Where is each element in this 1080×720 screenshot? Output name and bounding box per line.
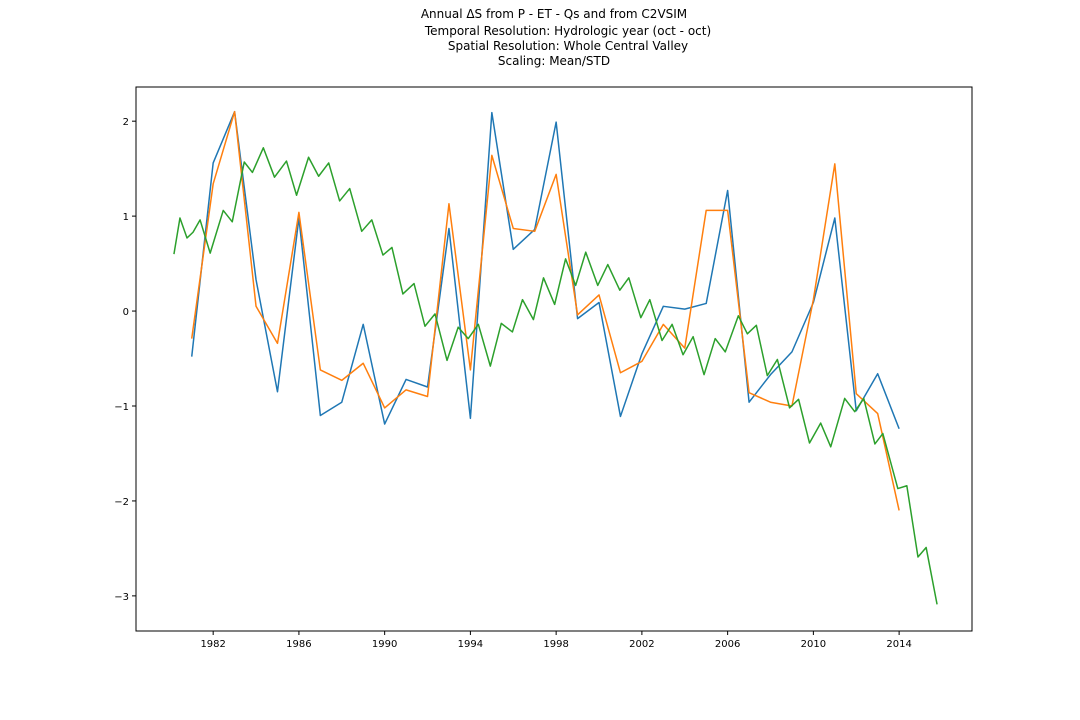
- x-tick-label: 1994: [458, 639, 483, 650]
- y-tick-label: 1: [123, 212, 129, 223]
- plot-frame: [135, 86, 973, 632]
- x-tick-label: 1990: [372, 639, 397, 650]
- x-tick-label: 1986: [286, 639, 311, 650]
- y-tick-label: −1: [114, 402, 129, 413]
- y-tick-label: −2: [114, 497, 129, 508]
- y-tick-label: 2: [123, 117, 129, 128]
- line-series: [173, 147, 938, 605]
- chart-subtitle: Scaling: Mean/STD: [498, 54, 610, 68]
- x-tick-label: 1982: [200, 639, 225, 650]
- chart-title: Annual ΔS from P - ET - Qs and from C2VS…: [421, 7, 687, 21]
- chart-subtitle: Temporal Resolution: Hydrologic year (oc…: [424, 24, 711, 38]
- x-tick-label: 1998: [543, 639, 568, 650]
- y-tick-label: −3: [114, 592, 129, 603]
- x-tick-label: 2014: [886, 639, 911, 650]
- x-tick-label: 2010: [801, 639, 826, 650]
- chart-subtitle: Spatial Resolution: Whole Central Valley: [448, 39, 688, 53]
- x-tick-label: 2006: [715, 639, 740, 650]
- line-series: [190, 110, 900, 430]
- y-tick-label: 0: [123, 307, 129, 318]
- x-tick-label: 2002: [629, 639, 654, 650]
- line-series: [190, 110, 900, 511]
